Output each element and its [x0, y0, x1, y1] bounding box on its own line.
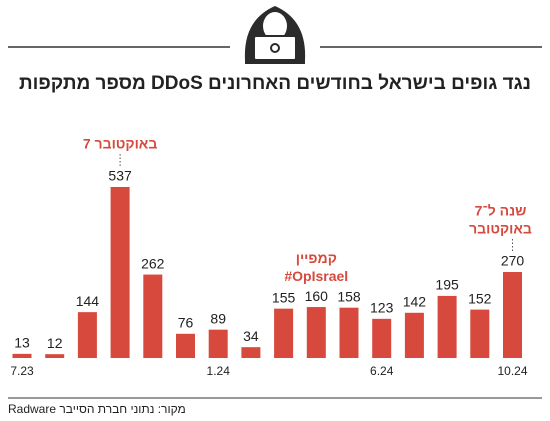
- x-tick-label: 6.24: [370, 364, 394, 378]
- bar: [208, 329, 228, 358]
- value-label: 123: [370, 300, 394, 316]
- value-label: 142: [403, 293, 427, 309]
- source: מקור: נתוני חברת הסייבר Radware: [8, 402, 186, 416]
- value-label: 537: [108, 168, 132, 184]
- annotation: 7 באוקטובר: [83, 136, 158, 152]
- bar: [45, 354, 65, 358]
- value-label: 152: [468, 290, 492, 306]
- bar: [241, 347, 261, 358]
- bar: [470, 309, 490, 358]
- bar: [404, 312, 424, 358]
- bar: [110, 187, 130, 358]
- x-tick-label: 10.24: [497, 364, 527, 378]
- value-label: 144: [76, 293, 100, 309]
- value-label: 89: [210, 310, 226, 326]
- value-label: 34: [243, 328, 259, 344]
- value-label: 76: [178, 315, 194, 331]
- x-tick-label: 7.23: [10, 364, 34, 378]
- bar: [503, 272, 522, 358]
- bar: [274, 308, 294, 358]
- bar: [77, 312, 97, 358]
- value-label: 158: [337, 288, 361, 304]
- x-tick-label: 1.24: [207, 364, 231, 378]
- annotation: קמפיין: [296, 250, 337, 266]
- bar: [176, 333, 195, 358]
- bar: [437, 295, 457, 358]
- value-label: 12: [47, 335, 63, 351]
- value-label: 160: [305, 288, 329, 304]
- bar: [143, 274, 163, 358]
- bar: [306, 307, 326, 358]
- value-label: 195: [435, 277, 459, 293]
- bar: [339, 307, 359, 358]
- header-icon: [8, 6, 542, 64]
- chart-title: מספר מתקפות DDoS נגד גופים בישראל בחודשי…: [19, 73, 531, 94]
- annotation: באוקטובר: [469, 221, 532, 237]
- value-label: 262: [141, 255, 165, 271]
- value-label: 155: [272, 289, 296, 305]
- bar: [372, 318, 392, 358]
- annotation: #OpIsrael: [284, 268, 348, 284]
- value-label: 13: [14, 335, 30, 351]
- value-label: 270: [501, 253, 525, 269]
- bar: [12, 353, 32, 358]
- annotation: שנה ל־7: [475, 203, 527, 219]
